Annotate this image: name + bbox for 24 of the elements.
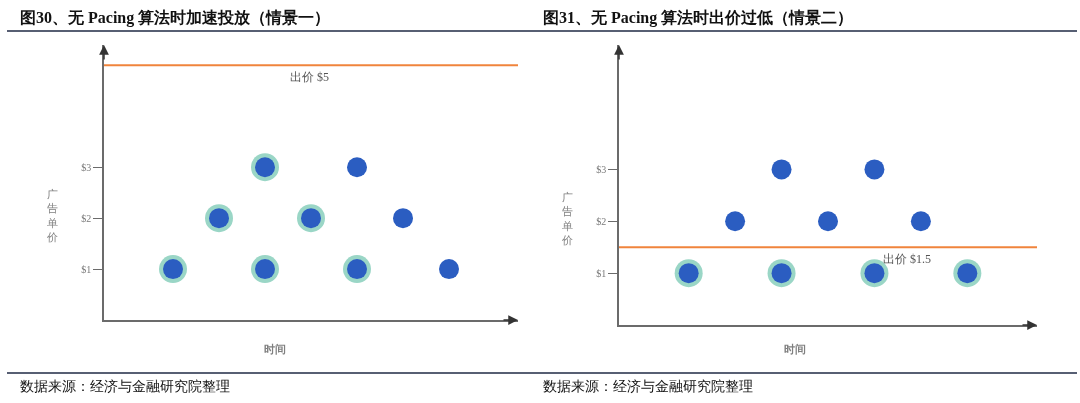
- y-axis-title: 广告单价: [561, 191, 573, 246]
- point: [347, 157, 367, 178]
- y-tick-label: $3: [596, 163, 607, 175]
- y-tick-label: $2: [596, 215, 607, 227]
- y-axis-title: 广告单价: [46, 188, 58, 243]
- point: [771, 159, 792, 180]
- y-tick-label: $1: [596, 267, 607, 279]
- source-note: 数据来源：经济与金融研究院整理: [543, 379, 753, 394]
- ref-line-label: 出价 $1.5: [883, 252, 931, 266]
- y-tick-label: $2: [81, 212, 92, 224]
- y-tick-label: $3: [81, 161, 92, 173]
- x-axis-title: 时间: [784, 343, 806, 355]
- chart-title: 图31、无 Pacing 算法时出价过低（情景二）: [543, 9, 854, 27]
- point: [439, 259, 459, 280]
- point: [393, 208, 413, 229]
- point: [725, 211, 746, 232]
- chart-title: 图30、无 Pacing 算法时加速投放（情景一）: [20, 9, 331, 27]
- point: [910, 211, 931, 232]
- point: [864, 159, 885, 180]
- ref-line-label: 出价 $5: [290, 70, 329, 84]
- y-tick-label: $1: [81, 263, 92, 275]
- x-axis-title: 时间: [264, 343, 286, 355]
- point: [818, 211, 838, 232]
- source-note: 数据来源：经济与金融研究院整理: [20, 379, 230, 394]
